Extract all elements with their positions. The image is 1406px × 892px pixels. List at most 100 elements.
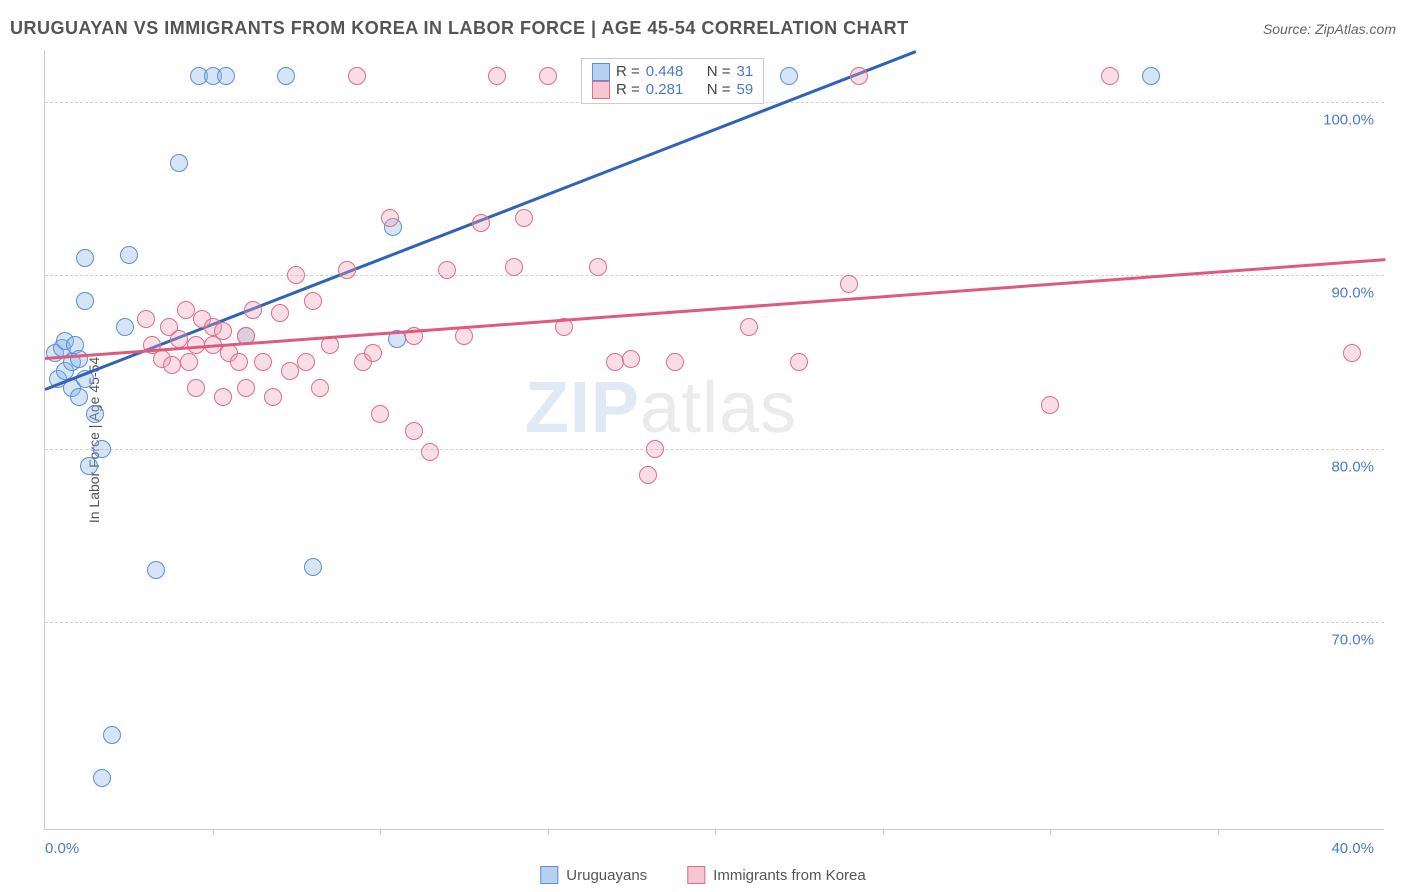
scatter-point	[147, 561, 165, 579]
scatter-point	[455, 327, 473, 345]
scatter-point	[1041, 396, 1059, 414]
scatter-point	[254, 353, 272, 371]
scatter-point	[438, 261, 456, 279]
scatter-point	[311, 379, 329, 397]
x-tick	[213, 829, 214, 835]
scatter-point	[93, 769, 111, 787]
y-tick-label: 70.0%	[1331, 632, 1374, 649]
x-tick	[1218, 829, 1219, 835]
legend-row: R = 0.281N = 59	[592, 81, 753, 99]
x-tick-label: 40.0%	[1331, 840, 1374, 857]
scatter-point	[840, 275, 858, 293]
scatter-point	[70, 388, 88, 406]
legend-swatch	[592, 81, 610, 99]
scatter-point	[1343, 344, 1361, 362]
legend-item: Uruguayans	[540, 866, 647, 884]
x-tick	[548, 829, 549, 835]
legend-label: Uruguayans	[566, 867, 647, 884]
scatter-point	[264, 388, 282, 406]
scatter-point	[850, 67, 868, 85]
scatter-point	[177, 301, 195, 319]
y-tick-label: 90.0%	[1331, 285, 1374, 302]
scatter-point	[244, 301, 262, 319]
correlation-legend: R = 0.448 N = 31R = 0.281 N = 59	[581, 58, 764, 104]
scatter-point	[70, 350, 88, 368]
scatter-point	[187, 379, 205, 397]
scatter-point	[76, 249, 94, 267]
scatter-point	[488, 67, 506, 85]
r-value: 0.448	[646, 63, 701, 80]
scatter-point	[780, 67, 798, 85]
scatter-point	[589, 258, 607, 276]
scatter-point	[120, 246, 138, 264]
y-tick-label: 80.0%	[1331, 458, 1374, 475]
scatter-point	[116, 318, 134, 336]
scatter-point	[472, 214, 490, 232]
watermark-bold: ZIP	[525, 368, 640, 448]
scatter-point	[606, 353, 624, 371]
scatter-point	[371, 405, 389, 423]
legend-bottom: Uruguayans Immigrants from Korea	[540, 866, 865, 884]
scatter-point	[297, 353, 315, 371]
scatter-point	[405, 422, 423, 440]
scatter-point	[639, 466, 657, 484]
grid-line	[45, 622, 1384, 623]
n-label: N =	[707, 63, 731, 80]
scatter-point	[271, 304, 289, 322]
scatter-point	[287, 266, 305, 284]
scatter-point	[304, 292, 322, 310]
watermark: ZIPatlas	[525, 367, 797, 449]
scatter-point	[790, 353, 808, 371]
legend-label: Immigrants from Korea	[713, 867, 866, 884]
scatter-point	[338, 261, 356, 279]
scatter-point	[1101, 67, 1119, 85]
watermark-light: atlas	[640, 368, 797, 448]
scatter-point	[76, 292, 94, 310]
scatter-point	[163, 356, 181, 374]
scatter-point	[281, 362, 299, 380]
scatter-point	[539, 67, 557, 85]
scatter-point	[381, 209, 399, 227]
legend-row: R = 0.448 N = 31	[592, 63, 753, 81]
n-value: 31	[737, 63, 754, 80]
title-bar: URUGUAYAN VS IMMIGRANTS FROM KOREA IN LA…	[10, 18, 1396, 39]
r-value: 0.281	[646, 81, 701, 98]
scatter-point	[86, 405, 104, 423]
grid-line	[45, 449, 1384, 450]
scatter-point	[646, 440, 664, 458]
chart-title: URUGUAYAN VS IMMIGRANTS FROM KOREA IN LA…	[10, 18, 909, 39]
x-tick	[883, 829, 884, 835]
scatter-point	[214, 322, 232, 340]
n-value: 59	[737, 81, 754, 98]
scatter-point	[421, 443, 439, 461]
scatter-point	[666, 353, 684, 371]
legend-swatch	[592, 63, 610, 81]
scatter-point	[80, 457, 98, 475]
scatter-point	[137, 310, 155, 328]
scatter-point	[214, 388, 232, 406]
scatter-point	[348, 67, 366, 85]
scatter-point	[277, 67, 295, 85]
source-attribution: Source: ZipAtlas.com	[1263, 21, 1396, 37]
legend-swatch	[687, 866, 705, 884]
n-label: N =	[707, 81, 731, 98]
scatter-point	[103, 726, 121, 744]
scatter-point	[304, 558, 322, 576]
scatter-point	[237, 379, 255, 397]
scatter-point	[364, 344, 382, 362]
x-tick	[715, 829, 716, 835]
correlation-scatter-chart: In Labor Force | Age 45-54 ZIPatlas 70.0…	[44, 50, 1384, 830]
scatter-point	[170, 154, 188, 172]
scatter-point	[505, 258, 523, 276]
legend-swatch	[540, 866, 558, 884]
scatter-point	[180, 353, 198, 371]
scatter-point	[515, 209, 533, 227]
r-label: R =	[616, 63, 640, 80]
scatter-point	[230, 353, 248, 371]
scatter-point	[93, 440, 111, 458]
scatter-point	[622, 350, 640, 368]
scatter-point	[217, 67, 235, 85]
x-tick-label: 0.0%	[45, 840, 79, 857]
x-tick	[1050, 829, 1051, 835]
y-tick-label: 100.0%	[1323, 112, 1374, 129]
